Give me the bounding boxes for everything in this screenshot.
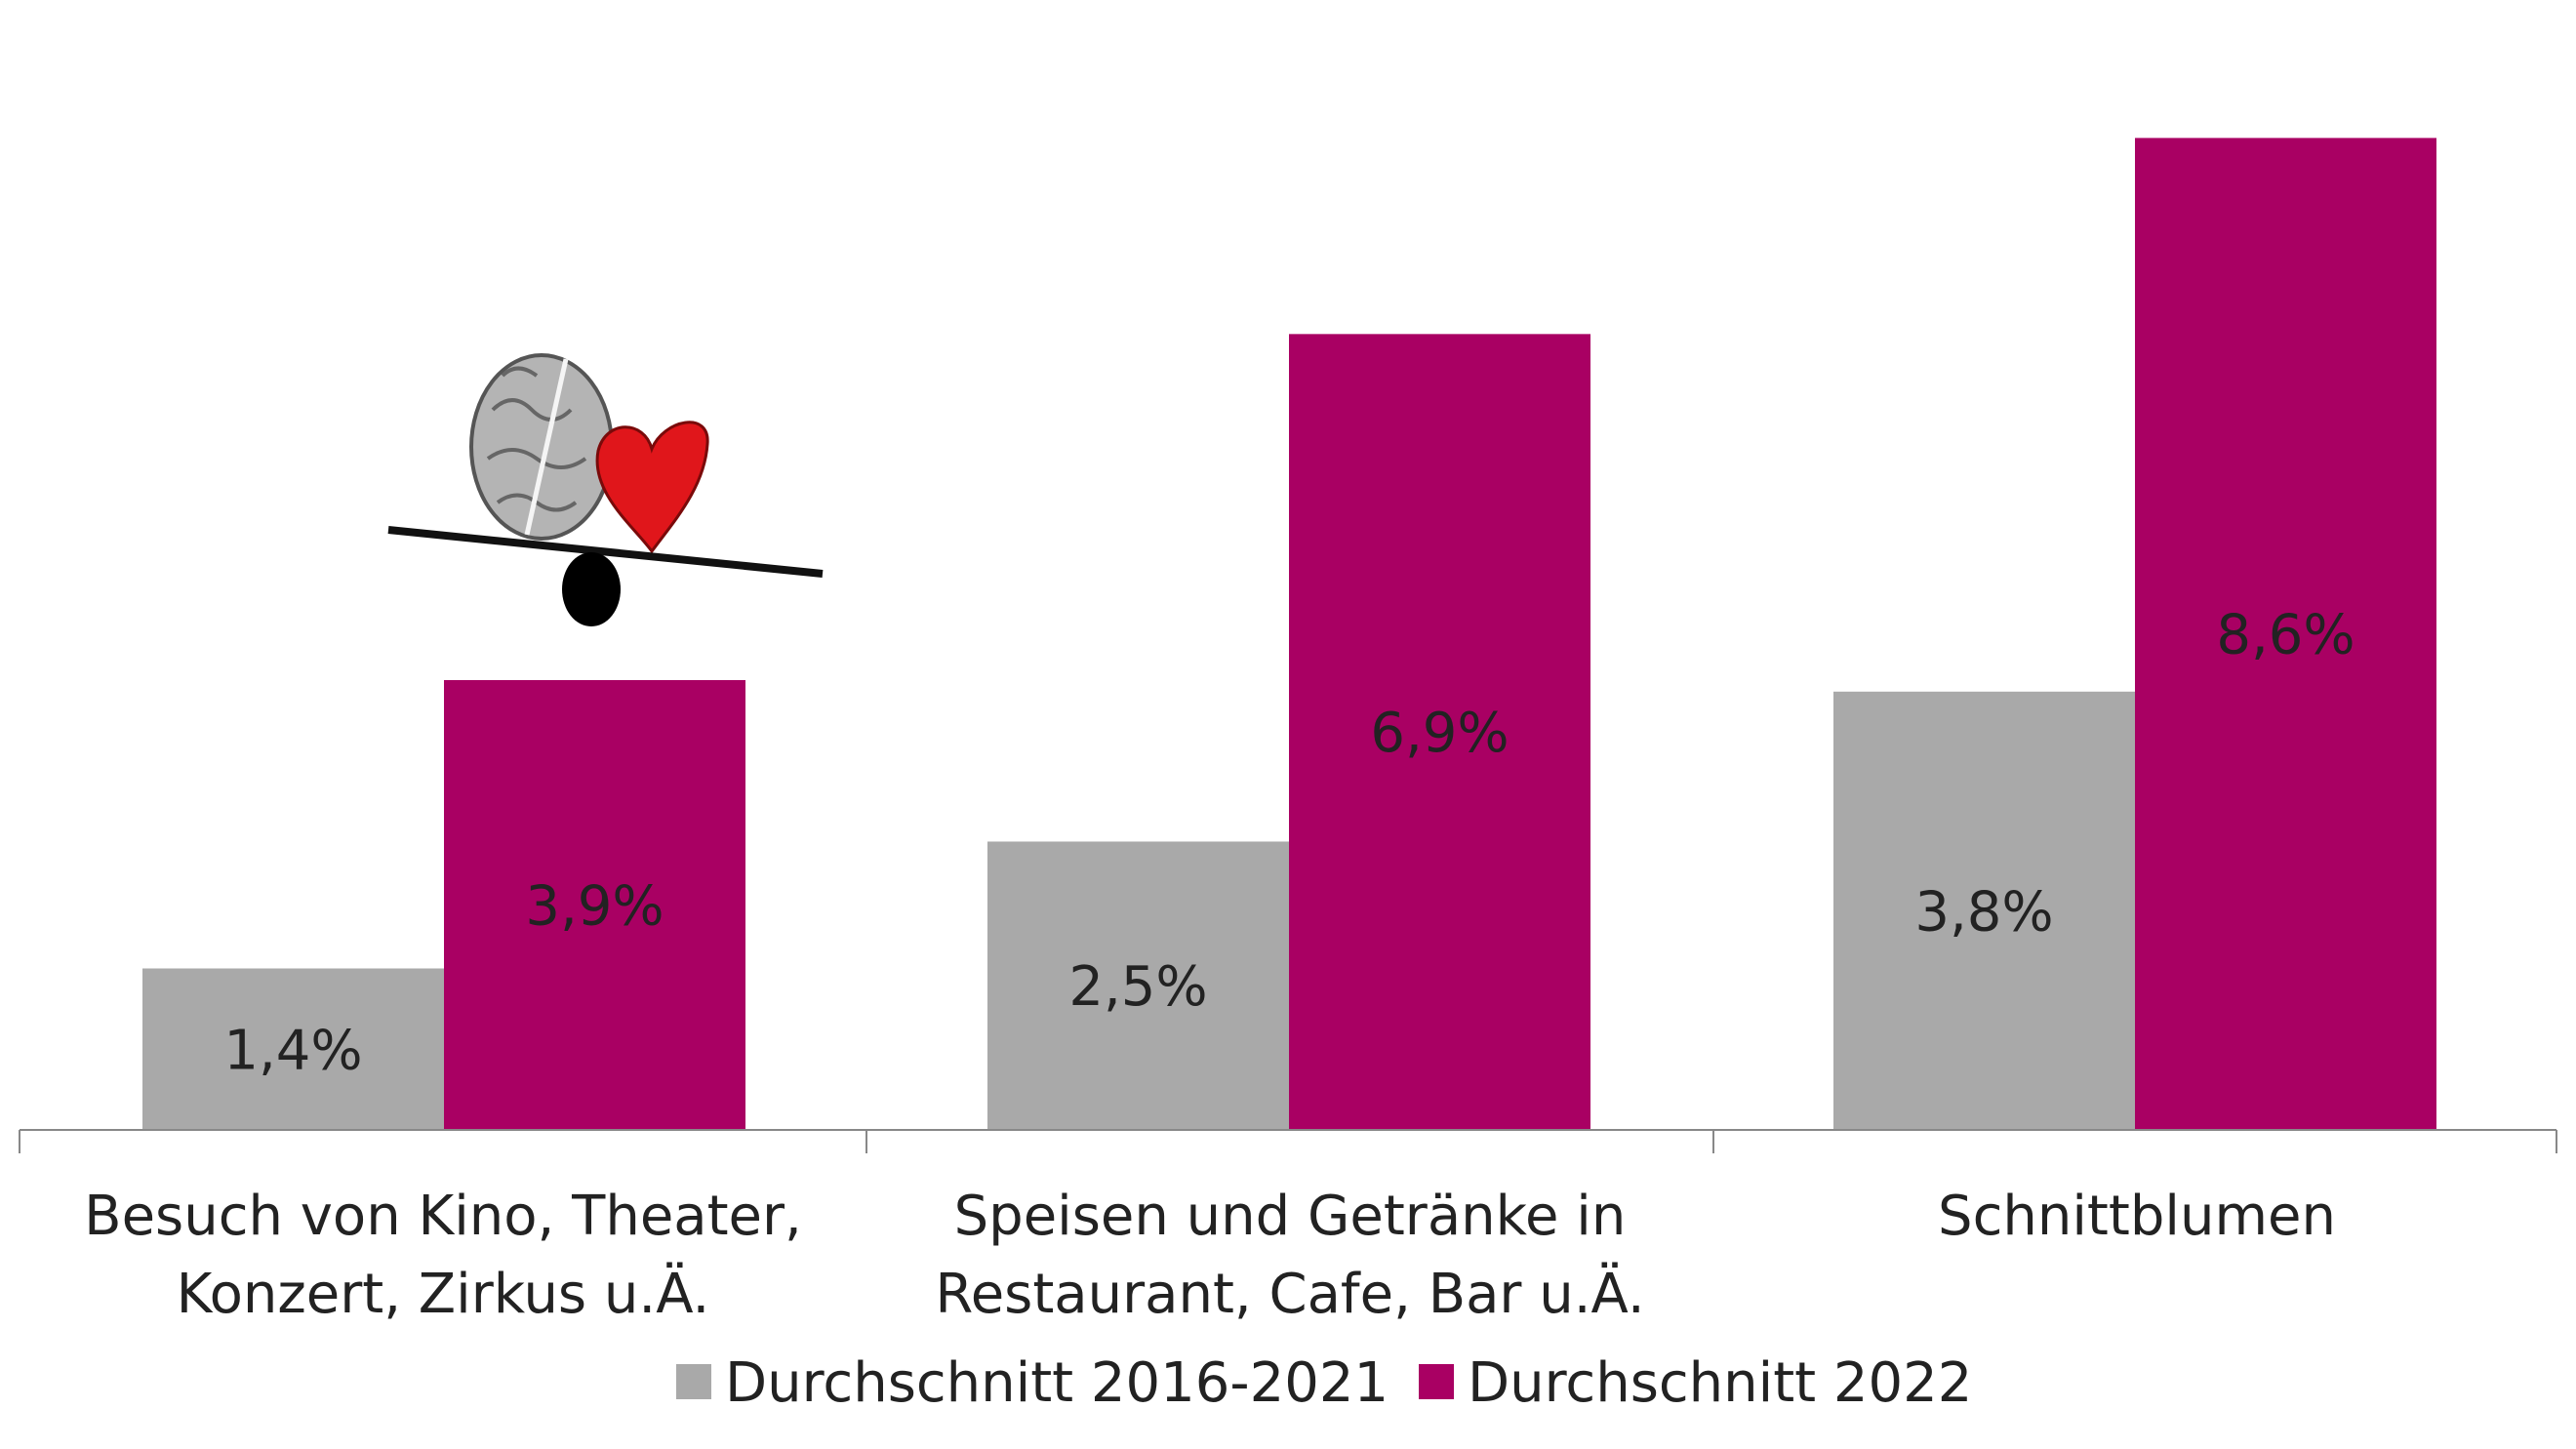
category-label: Speisen und Getränke in (954, 1185, 1627, 1248)
balance-beam (387, 526, 824, 578)
brain-divider (524, 358, 569, 536)
bar-avg-2016-2021-cat-3 (1833, 691, 2135, 1130)
legend-label: Durchschnitt 2022 (1468, 1351, 1972, 1415)
data-label: 6,9% (1370, 702, 1509, 765)
category-label: Besuch von Kino, Theater, (84, 1185, 802, 1248)
bars-layer: 1,4% 3,9% 2,5% 6,9% 3,8% 8,6% (142, 138, 2436, 1131)
bar-avg-2016-2021-cat-2 (987, 841, 1289, 1130)
category-labels: Besuch von Kino, Theater, Konzert, Zirkus… (84, 1185, 2336, 1326)
data-label: 1,4% (223, 1019, 362, 1082)
data-label: 8,6% (2216, 604, 2355, 667)
heart-icon (595, 421, 709, 554)
data-label: 2,5% (1068, 955, 1207, 1019)
legend-swatch (676, 1364, 711, 1399)
data-label: 3,9% (525, 874, 664, 938)
brain-folds (486, 366, 587, 512)
x-axis (19, 1129, 2557, 1153)
bar-avg-2022-cat-1 (444, 679, 745, 1130)
legend-label: Durchschnitt 2016-2021 (725, 1351, 1389, 1415)
data-label: 3,8% (1914, 880, 2053, 944)
legend-swatch (1419, 1364, 1454, 1399)
legend: Durchschnitt 2016-2021 Durchschnitt 2022 (676, 1351, 1972, 1415)
bar-avg-2016-2021-cat-1 (142, 968, 444, 1130)
bar-avg-2022-cat-3 (2135, 138, 2436, 1131)
brain-and-heart-on-balance-icon (387, 353, 824, 626)
category-label: Schnittblumen (1938, 1185, 2336, 1248)
brain-icon (469, 353, 614, 541)
category-label: Konzert, Zirkus u.Ä. (177, 1263, 710, 1326)
bar-avg-2022-cat-2 (1289, 334, 1590, 1130)
balance-fulcrum (562, 552, 621, 626)
category-label: Restaurant, Cafe, Bar u.Ä. (935, 1263, 1644, 1326)
